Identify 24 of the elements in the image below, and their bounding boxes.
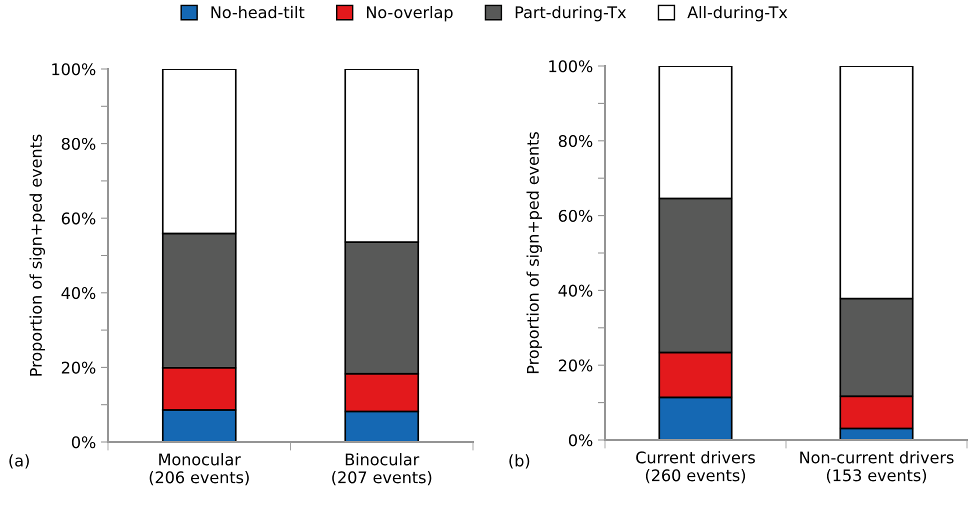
y-axis-title: Proportion of sign+ped events <box>526 132 542 374</box>
y-tick-label: 40% <box>61 287 96 300</box>
y-tick-label: 20% <box>62 362 96 374</box>
x-tick-label: Current drivers (260 events) <box>636 451 755 484</box>
y-tick-label: 60% <box>62 212 96 224</box>
x-tick-label: Monocular (206 events) <box>150 453 249 486</box>
y-axis-title: Proportion of sign+ped events <box>30 134 45 376</box>
y-tick-label: 40% <box>558 284 592 297</box>
y-tick-label: 0% <box>72 436 96 448</box>
y-tick-label: 100% <box>549 60 592 72</box>
y-tick-label: 100% <box>52 63 96 76</box>
text: (a) <box>9 454 29 469</box>
y-tick-label: 60% <box>558 210 592 222</box>
y-tick-label: 80% <box>62 138 96 150</box>
y-tick-label: 0% <box>568 434 592 446</box>
legend-label: Part-during-Tx <box>516 6 626 22</box>
y-tick-label: 80% <box>558 135 592 148</box>
x-tick-label: Binocular (207 events) <box>332 453 432 486</box>
legend-label: No-overlap <box>367 6 453 22</box>
x-tick-label: Non-current drivers (153 events) <box>800 451 954 484</box>
legend-label: No-head-tilt <box>211 6 304 18</box>
text: (b) <box>509 454 530 469</box>
legend-label: All-during-Tx <box>687 6 788 22</box>
y-tick-label: 20% <box>558 359 592 372</box>
